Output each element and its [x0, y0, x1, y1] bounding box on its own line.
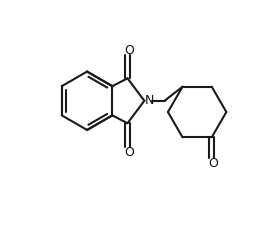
- Text: N: N: [145, 94, 154, 107]
- Text: O: O: [124, 146, 134, 159]
- Text: O: O: [208, 156, 218, 169]
- Text: O: O: [124, 44, 134, 57]
